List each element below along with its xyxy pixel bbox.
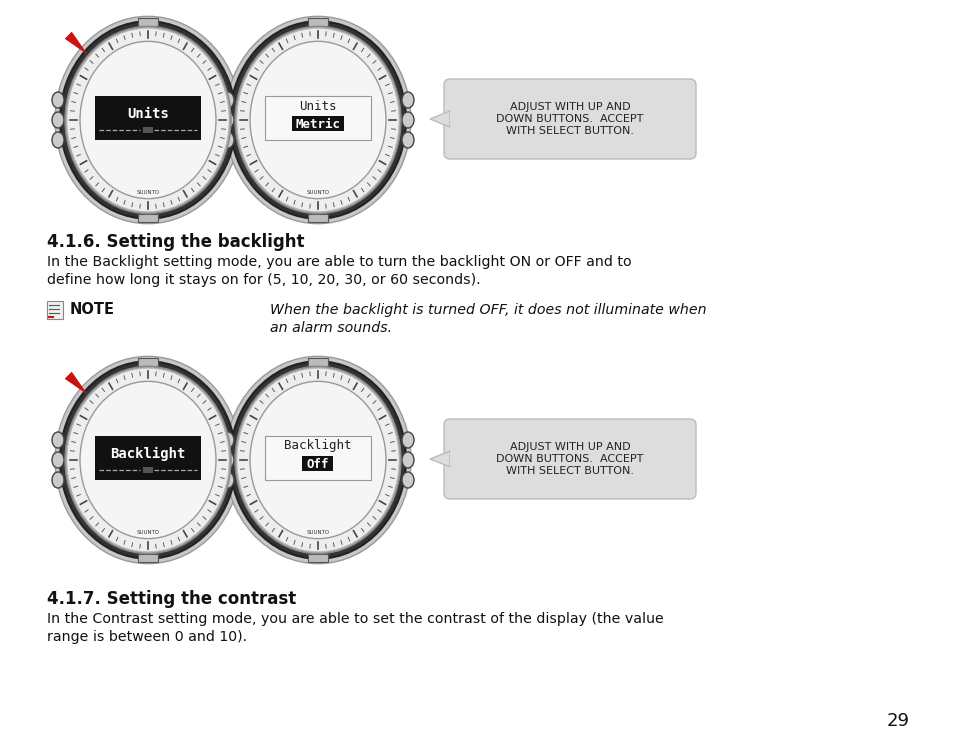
Text: Off: Off [307, 457, 329, 470]
Text: Backlight: Backlight [111, 447, 186, 461]
Text: In the Contrast setting mode, you are able to set the contrast of the display (t: In the Contrast setting mode, you are ab… [47, 612, 663, 626]
Ellipse shape [234, 26, 400, 214]
Bar [292, 116, 344, 131]
Text: SUUNTO: SUUNTO [306, 530, 329, 535]
Bar [138, 358, 158, 367]
Text: define how long it stays on for (5, 10, 20, 30, or 60 seconds).: define how long it stays on for (5, 10, … [47, 273, 480, 287]
Text: 29: 29 [886, 712, 909, 730]
Ellipse shape [222, 432, 233, 448]
Text: SUUNTO: SUUNTO [136, 530, 159, 535]
Ellipse shape [230, 21, 406, 218]
Bar [138, 214, 158, 222]
Bar [95, 436, 200, 480]
Ellipse shape [401, 432, 414, 448]
Bar [450, 112, 454, 126]
Ellipse shape [222, 112, 233, 128]
Text: ADJUST WITH UP AND
DOWN BUTTONS.  ACCEPT
WITH SELECT BUTTON.: ADJUST WITH UP AND DOWN BUTTONS. ACCEPT … [496, 442, 643, 476]
Text: NOTE: NOTE [70, 302, 115, 318]
Ellipse shape [67, 28, 229, 212]
Ellipse shape [55, 17, 241, 224]
Ellipse shape [222, 132, 233, 148]
Ellipse shape [232, 132, 244, 148]
Ellipse shape [232, 452, 244, 468]
Bar [143, 127, 152, 133]
Ellipse shape [236, 368, 398, 552]
Text: Backlight: Backlight [284, 439, 352, 453]
Ellipse shape [401, 472, 414, 488]
Ellipse shape [60, 21, 235, 218]
Ellipse shape [250, 42, 386, 199]
Polygon shape [65, 32, 88, 55]
Text: 4.1.7. Setting the contrast: 4.1.7. Setting the contrast [47, 590, 296, 608]
Bar [308, 18, 328, 26]
Text: range is between 0 and 10).: range is between 0 and 10). [47, 630, 247, 644]
Bar [308, 214, 328, 222]
Bar [450, 452, 454, 466]
Text: SUUNTO: SUUNTO [136, 191, 159, 195]
Text: ADJUST WITH UP AND
DOWN BUTTONS.  ACCEPT
WITH SELECT BUTTON.: ADJUST WITH UP AND DOWN BUTTONS. ACCEPT … [496, 102, 643, 135]
Bar [265, 96, 371, 140]
Ellipse shape [232, 112, 244, 128]
Bar [302, 456, 334, 471]
Text: When the backlight is turned OFF, it does not illuminate when: When the backlight is turned OFF, it doe… [270, 303, 706, 317]
Ellipse shape [52, 452, 64, 468]
Ellipse shape [230, 361, 406, 559]
Bar [143, 467, 152, 473]
Ellipse shape [225, 17, 411, 224]
Ellipse shape [80, 381, 215, 539]
Text: an alarm sounds.: an alarm sounds. [270, 321, 392, 335]
Ellipse shape [52, 132, 64, 148]
Ellipse shape [52, 92, 64, 108]
Ellipse shape [222, 452, 233, 468]
Bar [95, 96, 200, 140]
Bar [265, 436, 371, 480]
Text: In the Backlight setting mode, you are able to turn the backlight ON or OFF and : In the Backlight setting mode, you are a… [47, 255, 631, 269]
Text: SUUNTO: SUUNTO [306, 191, 329, 195]
Ellipse shape [222, 472, 233, 488]
Bar [308, 358, 328, 367]
Ellipse shape [65, 367, 231, 553]
Ellipse shape [232, 432, 244, 448]
Polygon shape [65, 372, 88, 395]
Ellipse shape [222, 92, 233, 108]
Bar [47, 301, 63, 319]
Bar [308, 553, 328, 562]
Ellipse shape [232, 472, 244, 488]
Ellipse shape [52, 112, 64, 128]
Ellipse shape [250, 381, 386, 539]
Ellipse shape [52, 472, 64, 488]
Ellipse shape [234, 367, 400, 553]
Text: Metric: Metric [295, 117, 340, 131]
Bar [138, 18, 158, 26]
Ellipse shape [80, 42, 215, 199]
Bar [138, 553, 158, 562]
Text: Units: Units [299, 100, 336, 113]
Ellipse shape [401, 132, 414, 148]
Ellipse shape [401, 92, 414, 108]
Polygon shape [430, 111, 450, 127]
Ellipse shape [236, 28, 398, 212]
Ellipse shape [65, 26, 231, 214]
Ellipse shape [52, 432, 64, 448]
Ellipse shape [232, 92, 244, 108]
Ellipse shape [55, 356, 241, 564]
Ellipse shape [225, 356, 411, 564]
Ellipse shape [67, 368, 229, 552]
Text: 4.1.6. Setting the backlight: 4.1.6. Setting the backlight [47, 233, 304, 251]
Ellipse shape [401, 452, 414, 468]
FancyBboxPatch shape [443, 79, 696, 159]
Ellipse shape [60, 361, 235, 559]
Ellipse shape [401, 112, 414, 128]
Text: Units: Units [127, 107, 169, 121]
Polygon shape [430, 451, 450, 467]
FancyBboxPatch shape [443, 419, 696, 499]
